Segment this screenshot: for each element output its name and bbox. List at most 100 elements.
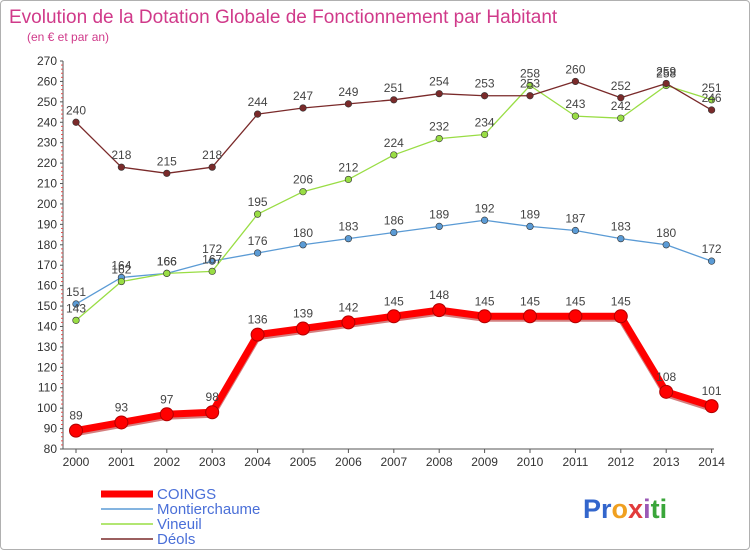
- data-point: [117, 163, 125, 171]
- data-label: 162: [111, 263, 131, 277]
- legend-label: Déols: [157, 531, 195, 548]
- data-label: 244: [248, 95, 268, 109]
- x-tick-label: 2007: [380, 455, 407, 469]
- y-tick-label: 100: [37, 401, 57, 415]
- data-label: 148: [429, 288, 449, 302]
- data-point: [707, 106, 716, 114]
- data-point: [526, 81, 534, 90]
- data-point: [662, 79, 670, 88]
- y-tick-label: 140: [37, 319, 57, 333]
- data-label: 240: [66, 103, 86, 117]
- data-point: [481, 216, 489, 224]
- x-tick-label: 2001: [108, 455, 135, 469]
- data-point: [613, 309, 628, 324]
- y-tick-label: 270: [37, 54, 57, 68]
- data-point: [571, 112, 580, 120]
- x-tick-label: 2008: [426, 455, 453, 469]
- data-point: [571, 77, 580, 86]
- y-tick-label: 190: [37, 217, 57, 231]
- data-point: [481, 130, 489, 139]
- data-point: [659, 384, 674, 399]
- data-point: [299, 188, 307, 196]
- data-label: 89: [69, 409, 83, 423]
- data-point: [390, 151, 398, 159]
- data-point: [299, 104, 307, 112]
- data-label: 254: [429, 75, 449, 89]
- data-label: 242: [611, 99, 631, 113]
- proxiti-logo: Proxiti: [583, 494, 667, 524]
- data-point: [163, 269, 171, 277]
- data-label: 172: [202, 242, 222, 256]
- data-label: 251: [702, 81, 722, 95]
- logo-letter: t: [651, 494, 660, 524]
- data-point: [72, 118, 80, 126]
- data-label: 97: [160, 392, 174, 406]
- data-point: [523, 309, 537, 324]
- y-tick-label: 170: [37, 258, 57, 272]
- data-label: 234: [475, 116, 495, 130]
- data-label: 249: [338, 85, 358, 99]
- x-tick-label: 2013: [653, 455, 680, 469]
- data-point: [114, 415, 129, 430]
- data-point: [344, 235, 353, 243]
- chart-subtitle: (en € et par an): [27, 30, 109, 44]
- data-label: 183: [338, 220, 358, 234]
- y-tick-label: 80: [44, 442, 58, 456]
- data-label: 251: [384, 81, 404, 95]
- data-point: [707, 257, 716, 265]
- logo-letter: o: [612, 494, 629, 524]
- data-label: 166: [157, 254, 177, 268]
- data-label: 142: [338, 300, 358, 314]
- data-label: 218: [202, 148, 222, 162]
- chart-title: Evolution de la Dotation Globale de Fonc…: [9, 7, 558, 28]
- data-point: [481, 92, 489, 100]
- series-coings: [69, 303, 719, 438]
- data-point: [390, 228, 398, 237]
- data-label: 108: [656, 370, 676, 384]
- data-point: [704, 399, 719, 414]
- data-label: 253: [475, 77, 495, 91]
- x-tick-label: 2004: [244, 455, 271, 469]
- data-point: [208, 163, 216, 171]
- logo-letter: r: [601, 494, 612, 524]
- data-point: [571, 226, 580, 235]
- data-point: [250, 327, 265, 342]
- data-label: 232: [429, 120, 449, 134]
- data-point: [526, 92, 534, 100]
- data-point: [617, 94, 625, 102]
- data-label: 143: [66, 301, 86, 315]
- y-tick-label: 160: [37, 279, 57, 293]
- y-tick-label: 230: [37, 136, 57, 150]
- data-label: 180: [293, 226, 313, 240]
- data-label: 252: [611, 79, 631, 93]
- y-tick-label: 240: [37, 115, 57, 129]
- data-point: [72, 316, 80, 324]
- data-point: [254, 249, 262, 257]
- logo-letter: i: [660, 494, 668, 524]
- data-label: 167: [202, 252, 222, 266]
- data-point: [208, 267, 216, 275]
- legend-label: COINGS: [157, 486, 216, 503]
- data-label: 145: [565, 294, 585, 308]
- data-point: [526, 222, 534, 231]
- data-point: [617, 114, 625, 122]
- data-label: 186: [384, 214, 404, 228]
- data-point: [662, 241, 670, 249]
- y-tick-label: 130: [37, 340, 57, 354]
- logo-letter: P: [583, 494, 601, 524]
- data-label: 246: [702, 91, 722, 105]
- data-label: 172: [702, 242, 722, 256]
- data-label: 258: [656, 67, 676, 81]
- series-line: [75, 84, 712, 321]
- data-point: [69, 423, 83, 438]
- data-label: 224: [384, 136, 404, 150]
- x-tick-label: 2012: [607, 455, 634, 469]
- x-tick-label: 2009: [471, 455, 498, 469]
- data-label: 189: [520, 207, 540, 221]
- y-tick-label: 210: [37, 177, 57, 191]
- data-point: [390, 96, 398, 104]
- data-label: 136: [248, 313, 268, 327]
- y-tick-label: 120: [37, 360, 57, 374]
